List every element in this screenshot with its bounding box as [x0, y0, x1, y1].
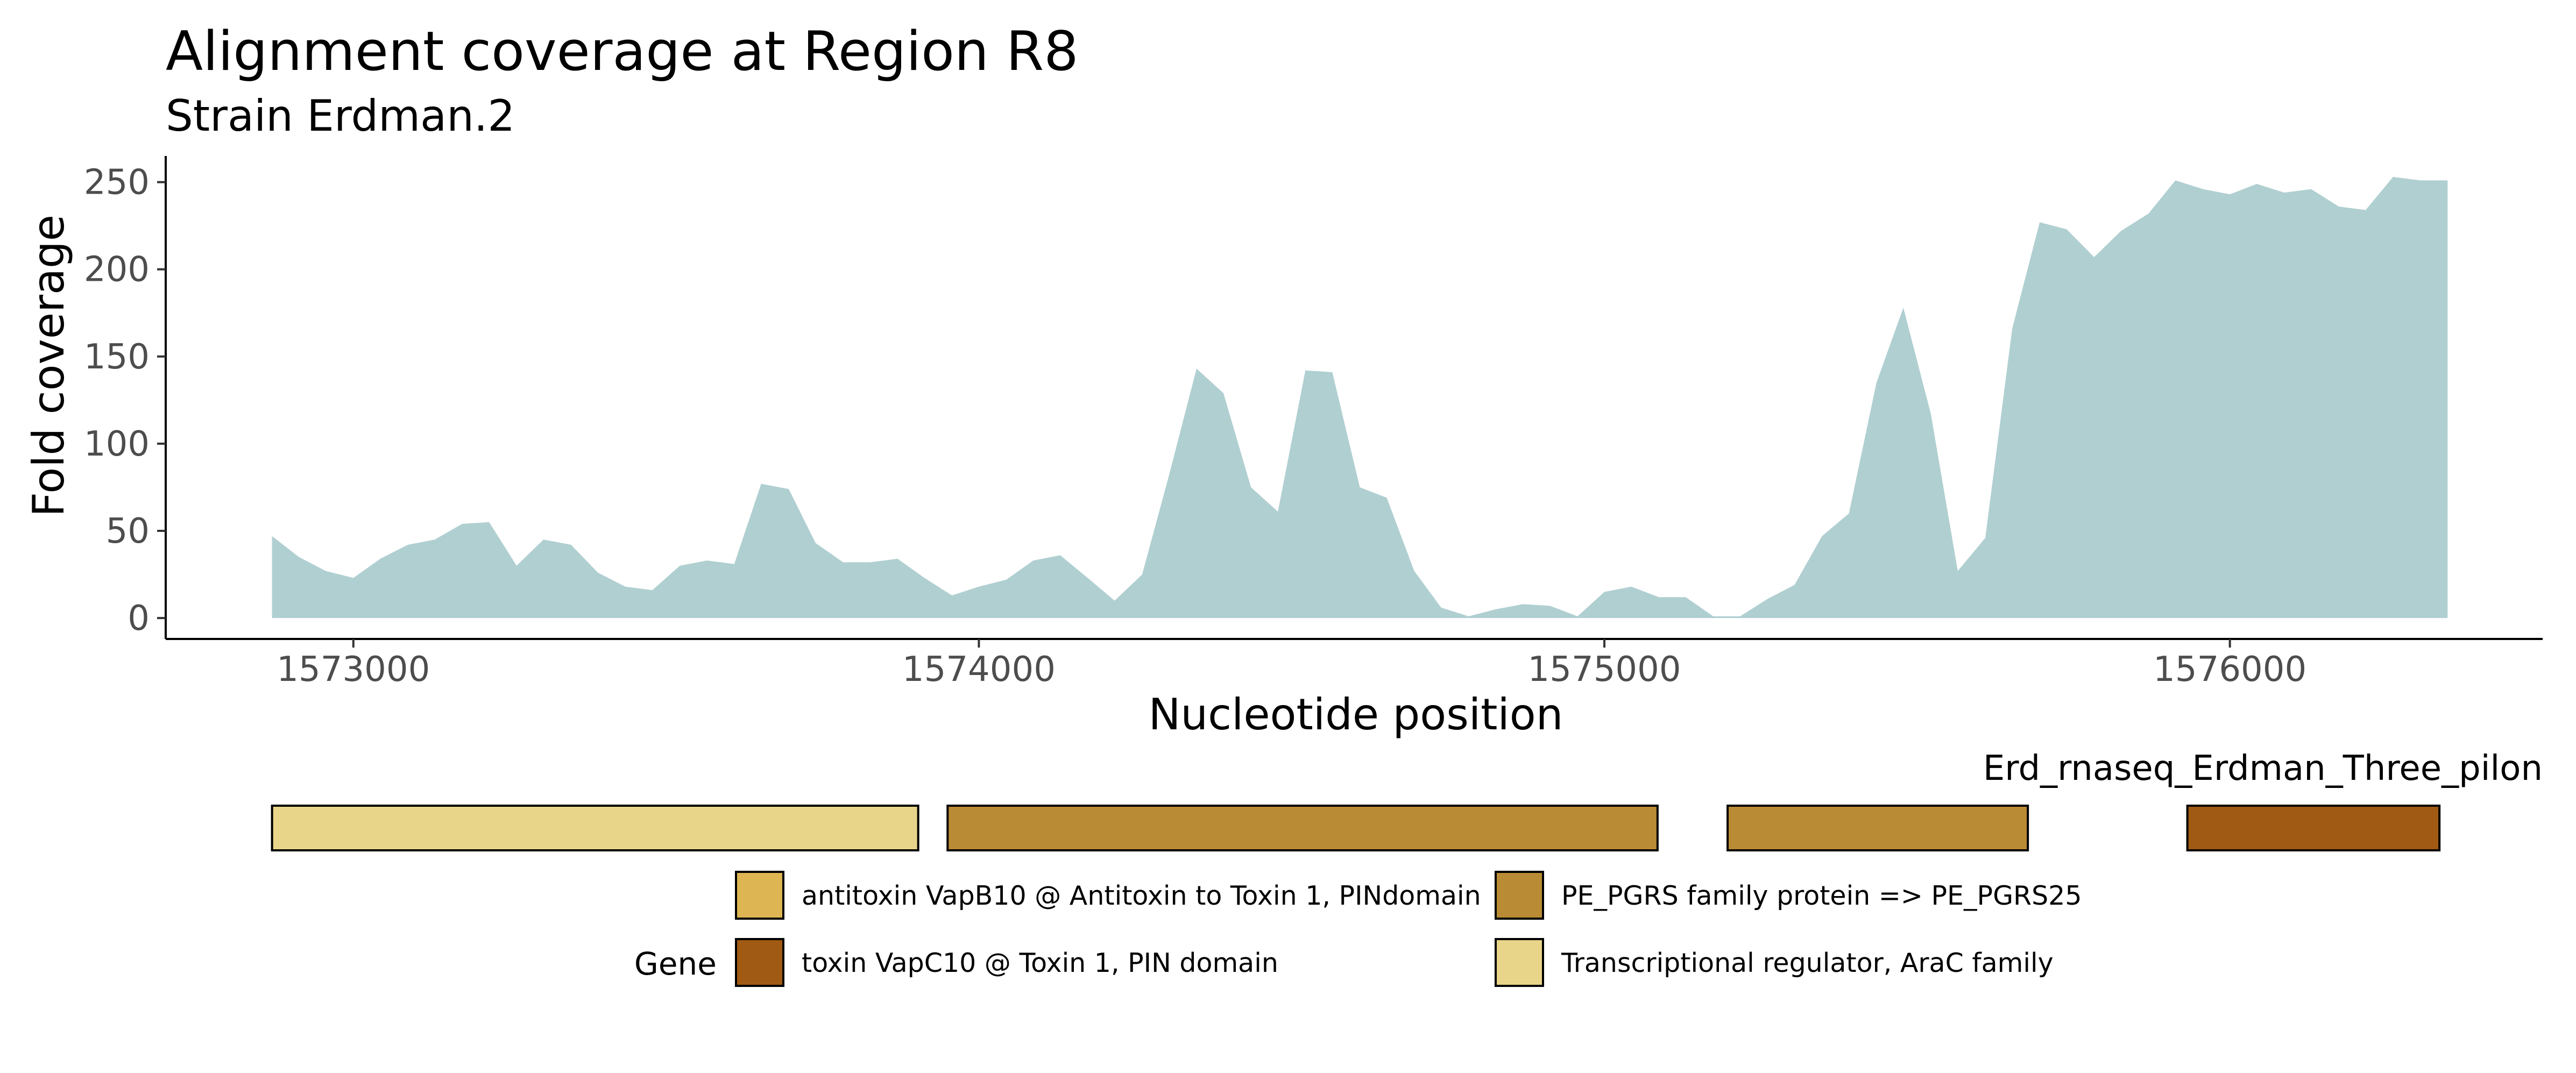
y-tick-label: 250	[84, 163, 150, 203]
x-tick-label: 1573000	[277, 650, 430, 690]
gene-bar	[946, 805, 1659, 851]
gene-track-label: Erd_rnaseq_Erdman_Three_pilon	[1983, 749, 2543, 788]
chart-title: Alignment coverage at Region R8	[166, 19, 1078, 83]
y-tick-label: 150	[84, 337, 150, 377]
y-tick-label: 0	[128, 599, 150, 638]
legend-label: PE_PGRS family protein => PE_PGRS25	[1561, 880, 2082, 911]
legend-label: Transcriptional regulator, AraC family	[1561, 948, 2054, 978]
gene-bar	[1726, 805, 2029, 851]
x-tick-label: 1576000	[2153, 650, 2306, 690]
coverage-area-series	[272, 176, 2448, 619]
gene-track	[271, 805, 2441, 851]
legend-title: Gene	[634, 946, 717, 982]
y-axis-title: Fold coverage	[24, 215, 74, 517]
legend-label: toxin VapC10 @ Toxin 1, PIN domain	[802, 948, 1278, 978]
legend-key	[735, 938, 784, 987]
axes: 1573000 1574000 1575000 1576000 0 50 100 150 200…	[84, 156, 2543, 690]
y-tick-label: 100	[84, 424, 150, 464]
gene-bar	[2186, 805, 2441, 851]
y-tick-label: 200	[84, 250, 150, 290]
legend-key	[735, 871, 784, 920]
legend-label: antitoxin VapB10 @ Antitoxin to Toxin 1,…	[802, 880, 1481, 911]
legend-key	[1495, 938, 1544, 987]
x-tick-label: 1575000	[1528, 650, 1681, 690]
x-tick-label: 1574000	[902, 650, 1056, 690]
y-tick-label: 50	[106, 511, 150, 551]
plot-area	[272, 176, 2448, 619]
legend-key	[1495, 871, 1544, 920]
gene-legend: Gene antitoxin VapB10 @ Antitoxin to Tox…	[634, 871, 2082, 987]
x-axis-title: Nucleotide position	[1149, 690, 1563, 740]
gene-bar	[271, 805, 919, 851]
chart-subtitle: Strain Erdman.2	[166, 91, 515, 141]
